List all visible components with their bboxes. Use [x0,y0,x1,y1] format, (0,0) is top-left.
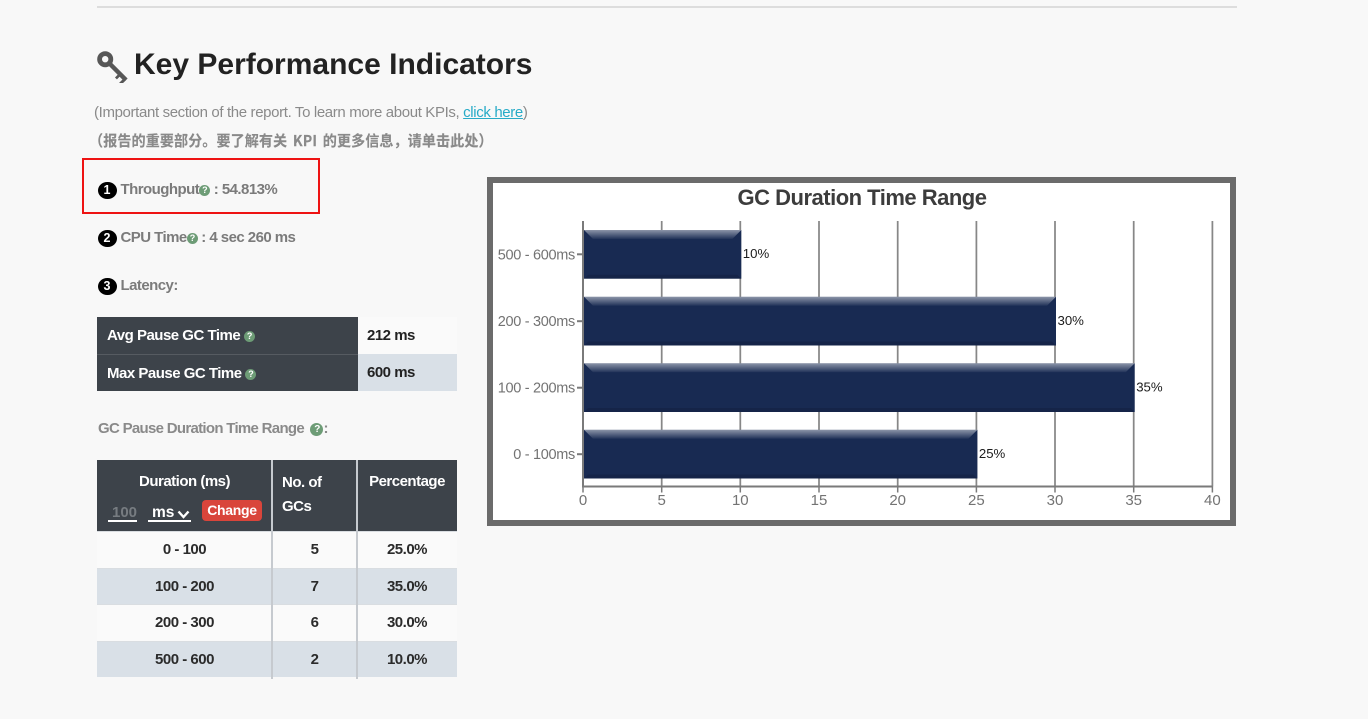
svg-text:20: 20 [889,492,906,509]
svg-text:GC Duration Time Range: GC Duration Time Range [738,185,987,210]
svg-text:100 - 200ms: 100 - 200ms [498,381,575,397]
svg-text:30%: 30% [1058,313,1085,328]
svg-text:10%: 10% [743,246,770,261]
svg-text:35: 35 [1125,492,1142,509]
svg-text:15: 15 [811,492,828,509]
svg-text:25: 25 [968,492,985,509]
svg-text:25%: 25% [979,446,1006,461]
svg-text:0 - 100ms: 0 - 100ms [513,447,575,463]
svg-text:40: 40 [1204,492,1221,509]
svg-text:5: 5 [658,492,666,509]
svg-text:10: 10 [732,492,749,509]
svg-text:35%: 35% [1136,380,1163,395]
svg-text:500 - 600ms: 500 - 600ms [498,247,575,263]
svg-text:0: 0 [579,492,587,509]
svg-text:30: 30 [1047,492,1064,509]
svg-text:200 - 300ms: 200 - 300ms [498,314,575,330]
